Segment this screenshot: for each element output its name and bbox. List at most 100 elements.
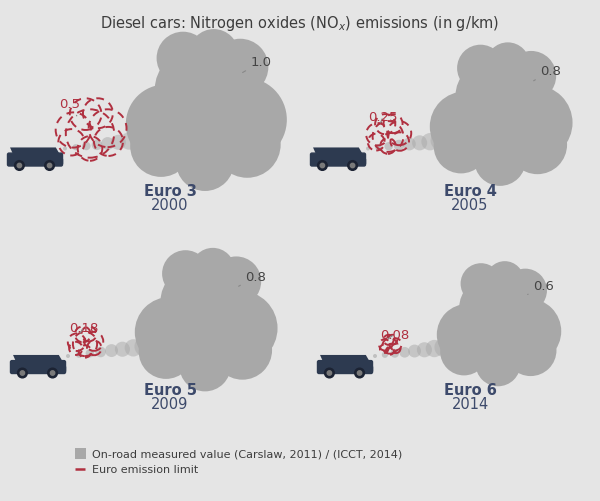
Circle shape — [76, 352, 82, 358]
Circle shape — [358, 371, 362, 375]
Circle shape — [412, 136, 427, 151]
Circle shape — [476, 342, 520, 386]
Text: 0.8: 0.8 — [533, 65, 562, 82]
Circle shape — [496, 299, 561, 364]
Text: Euro 5: Euro 5 — [143, 383, 197, 398]
Circle shape — [325, 368, 334, 378]
Circle shape — [503, 269, 547, 313]
Circle shape — [408, 345, 421, 358]
Text: 0.25: 0.25 — [368, 111, 398, 123]
Circle shape — [486, 43, 530, 87]
Text: Euro 3: Euro 3 — [143, 183, 196, 198]
Circle shape — [430, 92, 500, 162]
FancyBboxPatch shape — [368, 367, 373, 372]
Circle shape — [20, 371, 25, 375]
Circle shape — [134, 337, 154, 357]
Circle shape — [417, 343, 432, 358]
Circle shape — [437, 305, 498, 365]
Text: Diesel cars: Nitrogen oxides (NO$_x$) emissions (in g/km): Diesel cars: Nitrogen oxides (NO$_x$) em… — [100, 14, 500, 33]
FancyBboxPatch shape — [311, 154, 365, 167]
Circle shape — [144, 335, 166, 356]
FancyBboxPatch shape — [361, 160, 365, 165]
Circle shape — [355, 368, 364, 378]
Text: 2000: 2000 — [151, 197, 189, 212]
Circle shape — [421, 134, 439, 151]
Text: On-road measured value (Carslaw, 2011) / (ICCT, 2014): On-road measured value (Carslaw, 2011) /… — [92, 448, 402, 458]
Circle shape — [162, 250, 209, 298]
Circle shape — [474, 135, 526, 186]
Circle shape — [327, 371, 332, 375]
Circle shape — [505, 325, 556, 376]
Circle shape — [161, 269, 226, 334]
Circle shape — [190, 268, 252, 330]
Circle shape — [139, 325, 193, 379]
Circle shape — [121, 133, 137, 150]
Circle shape — [17, 368, 27, 378]
FancyBboxPatch shape — [11, 361, 65, 374]
Text: Euro emission limit: Euro emission limit — [92, 464, 198, 474]
Circle shape — [348, 161, 358, 171]
Circle shape — [391, 350, 399, 358]
Circle shape — [86, 349, 94, 358]
Circle shape — [48, 368, 58, 378]
Polygon shape — [10, 148, 60, 155]
Text: 0.6: 0.6 — [527, 280, 554, 295]
Text: 0.8: 0.8 — [239, 271, 266, 287]
Text: Euro 6: Euro 6 — [443, 383, 496, 398]
Text: 0.18: 0.18 — [70, 321, 99, 334]
Circle shape — [317, 161, 327, 171]
Circle shape — [385, 143, 393, 151]
Circle shape — [452, 333, 476, 357]
Circle shape — [92, 140, 103, 151]
Circle shape — [486, 262, 524, 300]
Circle shape — [157, 33, 209, 85]
Circle shape — [320, 164, 325, 168]
Circle shape — [149, 126, 173, 150]
Circle shape — [66, 354, 70, 358]
FancyBboxPatch shape — [317, 361, 373, 374]
FancyBboxPatch shape — [61, 367, 65, 372]
FancyBboxPatch shape — [58, 160, 62, 165]
Circle shape — [213, 321, 272, 380]
Circle shape — [431, 132, 450, 151]
Circle shape — [45, 161, 55, 171]
Circle shape — [484, 63, 547, 125]
Circle shape — [461, 264, 502, 305]
FancyBboxPatch shape — [8, 154, 62, 167]
Circle shape — [14, 161, 24, 171]
Circle shape — [139, 128, 161, 150]
Circle shape — [179, 340, 231, 392]
Circle shape — [130, 131, 149, 150]
Circle shape — [506, 52, 556, 102]
Polygon shape — [13, 355, 63, 362]
Circle shape — [155, 53, 229, 127]
Circle shape — [187, 52, 258, 122]
Circle shape — [440, 129, 461, 151]
Polygon shape — [320, 355, 370, 362]
Text: 0.08: 0.08 — [380, 328, 409, 341]
Circle shape — [126, 85, 205, 164]
Circle shape — [73, 145, 79, 151]
Circle shape — [434, 338, 454, 357]
Circle shape — [375, 145, 382, 151]
Circle shape — [211, 257, 261, 307]
Circle shape — [484, 279, 539, 333]
Circle shape — [17, 164, 22, 168]
Circle shape — [403, 138, 416, 151]
Text: 1.0: 1.0 — [242, 56, 272, 73]
Circle shape — [434, 120, 488, 174]
Circle shape — [455, 64, 521, 129]
Circle shape — [457, 88, 543, 174]
Circle shape — [366, 147, 370, 151]
Circle shape — [461, 301, 535, 376]
Circle shape — [130, 116, 192, 177]
Circle shape — [154, 332, 178, 356]
Circle shape — [135, 298, 205, 367]
Circle shape — [50, 371, 55, 375]
Circle shape — [47, 164, 52, 168]
Circle shape — [382, 352, 388, 358]
Polygon shape — [313, 148, 363, 155]
Circle shape — [497, 86, 572, 161]
Circle shape — [105, 345, 118, 357]
Text: Euro 4: Euro 4 — [443, 183, 496, 198]
